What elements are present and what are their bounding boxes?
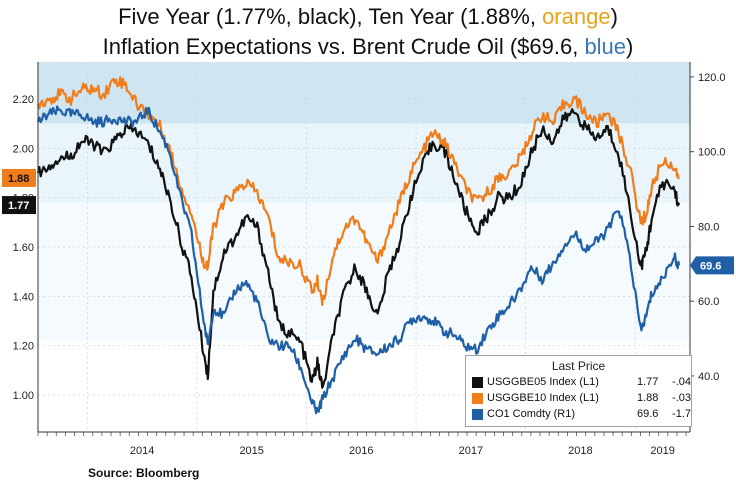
- y-left-tick-label: 1.40: [13, 291, 34, 303]
- legend-swatch-five-year: [472, 376, 483, 388]
- legend-name: CO1 Comdty (R1): [487, 408, 576, 420]
- title-line-1-text: Five Year (1.77%, black), Ten Year (1.88…: [118, 4, 543, 29]
- series-line-brent: [36, 105, 681, 415]
- y-left-tick-label: 2.20: [13, 94, 34, 106]
- title-line-2-suffix: ): [626, 34, 634, 59]
- title-line-2-text: Inflation Expectations vs. Brent Crude O…: [102, 34, 585, 59]
- band-high: [38, 62, 690, 124]
- last-tag-five-year-label: 1.77: [8, 200, 29, 212]
- legend-row-ten-year: USGGBE10 Index (L1) 1.88 -.03: [466, 390, 691, 406]
- y-left-tick-label: 1.00: [13, 390, 34, 402]
- series-lines: [36, 76, 681, 415]
- legend-change: -.03: [672, 392, 691, 404]
- legend-change: -.04: [672, 376, 691, 388]
- legend-name: USGGBE05 Index (L1): [487, 376, 599, 388]
- x-tick-label: 2018: [568, 445, 592, 457]
- legend-value: 1.88: [637, 392, 659, 404]
- y-right-tick-label: 60.0: [698, 296, 719, 308]
- title-line-2-highlight: blue: [584, 34, 627, 59]
- chart-background: [38, 62, 690, 432]
- band-low: [38, 202, 690, 341]
- legend-value: 69.6: [637, 408, 659, 420]
- legend: Last Price USGGBE05 Index (L1) 1.77 -.04…: [465, 355, 692, 427]
- x-tick-label: 2019: [650, 445, 674, 457]
- y-right-tick-label: 120.0: [698, 72, 726, 84]
- y-left-tick-label: 1.20: [13, 341, 34, 353]
- y-left-tick-label: 2.00: [13, 143, 34, 155]
- x-tick-label: 2017: [459, 445, 483, 457]
- legend-swatch-brent: [472, 408, 483, 420]
- legend-change: -1.7: [672, 408, 691, 420]
- legend-swatch-ten-year: [472, 392, 483, 404]
- series-line-five_year: [36, 108, 681, 389]
- legend-row-brent: CO1 Comdty (R1) 69.6 -1.7: [466, 406, 691, 422]
- chart-title-line-2: Inflation Expectations vs. Brent Crude O…: [0, 32, 736, 62]
- axes: 1.001.201.401.601.802.002.2040.060.080.0…: [2, 62, 734, 457]
- title-line-1-highlight: orange: [542, 4, 611, 29]
- grid-lines: [38, 62, 690, 432]
- legend-row-five-year: USGGBE05 Index (L1) 1.77 -.04: [466, 374, 691, 390]
- y-right-tick-label: 80.0: [698, 221, 719, 233]
- chart-title-line-1: Five Year (1.77%, black), Ten Year (1.88…: [0, 2, 736, 32]
- last-tag-ten-year-box: [2, 168, 36, 187]
- y-right-tick-label: 40.0: [698, 371, 719, 383]
- band-mid: [38, 123, 690, 203]
- legend-name: USGGBE10 Index (L1): [487, 392, 599, 404]
- x-tick-label: 2015: [239, 445, 263, 457]
- y-right-tick-label: 100.0: [698, 147, 726, 159]
- last-tag-brent-box: [690, 256, 734, 275]
- last-tag-brent-label: 69.6: [700, 260, 721, 272]
- legend-title: Last Price: [551, 359, 606, 373]
- chart-title: Five Year (1.77%, black), Ten Year (1.88…: [0, 2, 736, 62]
- x-tick-label: 2014: [130, 445, 154, 457]
- source-note: Source: Bloomberg: [88, 466, 200, 480]
- title-line-1-suffix: ): [610, 4, 618, 29]
- y-left-tick-label: 1.60: [13, 242, 34, 254]
- last-tag-five-year-box: [2, 196, 36, 215]
- x-tick-label: 2016: [349, 445, 373, 457]
- last-tag-ten-year-label: 1.88: [8, 173, 29, 185]
- legend-value: 1.77: [637, 376, 659, 388]
